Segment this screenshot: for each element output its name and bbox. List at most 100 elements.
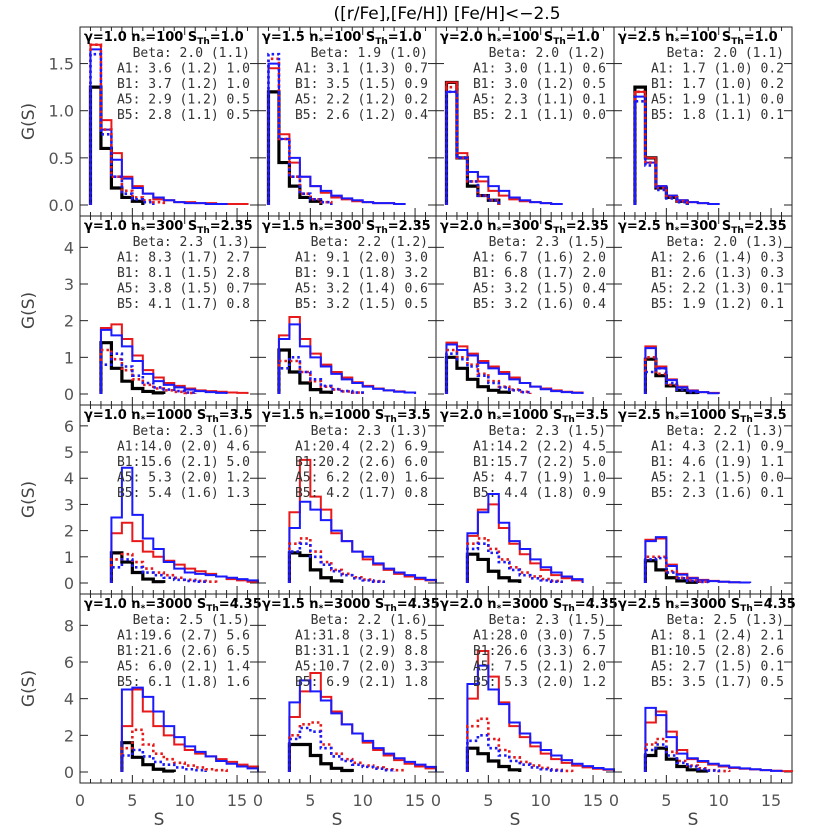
x-tick-label: 15 — [405, 791, 425, 810]
series-black-line — [465, 552, 522, 583]
series-red-dot-line — [644, 356, 700, 394]
series-black-line — [99, 341, 166, 395]
y-axis-label: G(S) — [19, 670, 39, 707]
panel-header: γ=2.5 n*=100 STh=1.0 — [618, 30, 778, 47]
x-tick-label: 15 — [227, 791, 247, 810]
series-blue-line — [466, 664, 615, 772]
series-black-line — [287, 742, 354, 773]
panel-header: γ=2.5 n*=3000 STh=4.35 — [618, 597, 796, 614]
series-red-dot-line — [288, 537, 385, 583]
stat-annotation: A1: 8.1 (2.4) 2.1 — [651, 629, 784, 644]
series-blue-dot-line — [466, 542, 563, 583]
panel-header: γ=2.5 n*=1000 STh=3.5 — [618, 408, 787, 425]
stat-annotation: A1:28.0 (3.0) 7.5 — [473, 629, 606, 644]
stat-annotation: A1: 3.6 (1.2) 1.0 — [117, 62, 250, 77]
stat-annotation: B5: 6.9 (2.1) 1.8 — [295, 675, 428, 690]
y-tick-label: 1 — [64, 348, 74, 367]
y-tick-label: 1 — [64, 548, 74, 567]
y-tick-label: 0 — [64, 385, 74, 404]
series-red-dot-line — [110, 552, 218, 583]
stat-annotation: A1: 6.7 (1.6) 2.0 — [473, 251, 606, 266]
stat-annotation: A1: 2.6 (1.4) 0.3 — [651, 251, 784, 266]
stat-annotation: B5: 2.8 (1.1) 0.5 — [117, 108, 250, 123]
stat-annotation: Beta: 2.5 (1.3) — [667, 613, 784, 628]
stat-annotation: B5: 3.2 (1.5) 0.5 — [295, 297, 428, 312]
series-red-dot-line — [89, 43, 166, 205]
x-axis-label: S — [154, 810, 165, 830]
series-black-line — [88, 85, 145, 205]
stat-annotation: B5: 3.2 (1.6) 0.4 — [473, 297, 606, 312]
stat-annotation: B1: 2.6 (1.3) 0.3 — [651, 266, 784, 281]
stat-annotation: B5: 2.6 (1.2) 0.4 — [295, 108, 428, 123]
y-tick-label: 4 — [64, 690, 74, 709]
stat-annotation: A1:19.6 (2.7) 5.6 — [117, 629, 250, 644]
stat-annotation: A5:10.7 (2.0) 3.3 — [295, 660, 428, 675]
x-tick-label: 10 — [175, 791, 195, 810]
series-black-line — [643, 357, 700, 395]
stat-annotation: A1:31.8 (3.1) 8.5 — [295, 629, 428, 644]
stat-annotation: A5: 2.1 (1.5) 0.0 — [651, 471, 784, 486]
stat-annotation: A1: 1.7 (1.0) 0.2 — [651, 62, 784, 77]
stat-annotation: B5: 4.4 (1.8) 0.9 — [473, 486, 606, 501]
stat-annotation: A5: 1.9 (1.1) 0.0 — [651, 93, 784, 108]
stat-annotation: A1:14.2 (2.2) 4.5 — [473, 440, 606, 455]
panel-header: γ=1.5 n*=300 STh=2.35 — [262, 219, 431, 236]
y-axis-label: G(S) — [19, 103, 39, 140]
y-tick-label: 3 — [64, 275, 74, 294]
series-red-dot-line — [445, 85, 501, 205]
stat-annotation: A5: 5.3 (2.0) 1.2 — [117, 471, 250, 486]
stat-annotation: A5: 2.2 (1.3) 0.1 — [651, 282, 784, 297]
y-tick-label: 1.0 — [49, 102, 74, 121]
x-tick-label: 10 — [531, 791, 551, 810]
x-tick-label: 5 — [127, 791, 137, 810]
stat-annotation: B1: 3.7 (1.2) 1.0 — [117, 77, 250, 92]
panel-header: γ=2.0 n*=1000 STh=3.5 — [440, 408, 609, 425]
stat-annotation: B1:20.2 (2.6) 6.0 — [295, 455, 428, 470]
stat-annotation: A1:20.4 (2.2) 6.9 — [295, 440, 428, 455]
stat-annotation: Beta: 2.2 (1.6) — [311, 613, 428, 628]
series-red-dot-line — [267, 57, 333, 205]
panel-header: γ=1.0 n*=100 STh=1.0 — [84, 30, 244, 47]
x-tick-label: 15 — [761, 791, 781, 810]
y-tick-label: 4 — [64, 469, 74, 488]
x-tick-label: 10 — [709, 791, 729, 810]
series-red-dot-line — [120, 728, 228, 772]
series-blue-dot-line — [445, 90, 501, 205]
series-blue-dot-line — [110, 558, 207, 583]
series-blue-dot-line — [644, 743, 721, 772]
stat-annotation: B5: 1.8 (1.1) 0.1 — [651, 108, 784, 123]
series-blue-line — [99, 328, 228, 394]
figure-title: ([r/Fe],[Fe/H]) [Fe/H]<−2.5 — [333, 4, 560, 24]
y-tick-label: 0 — [64, 763, 74, 782]
stat-annotation: A5: 6.0 (2.1) 1.4 — [117, 660, 250, 675]
stat-annotation: Beta: 2.3 (1.5) — [489, 613, 606, 628]
series-red-dot-line — [288, 721, 406, 772]
series-blue-line — [277, 323, 417, 394]
series-black-line — [109, 551, 166, 584]
series-red-dot-line — [277, 359, 365, 394]
stat-annotation: B5: 4.1 (1.7) 0.8 — [117, 297, 250, 312]
series-blue-dot-line — [288, 726, 396, 772]
series-blue-line — [644, 536, 752, 584]
panel-header: γ=2.5 n*=300 STh=2.35 — [618, 219, 787, 236]
series-red-dot-line — [644, 555, 710, 583]
stat-annotation: Beta: 2.3 (1.5) — [489, 424, 606, 439]
x-tick-label: 0 — [609, 791, 619, 810]
x-tick-label: 0 — [253, 791, 263, 810]
series-red-dot-line — [466, 537, 563, 583]
stat-annotation: B1:10.5 (2.8) 2.6 — [651, 644, 784, 659]
stat-annotation: B5: 5.4 (1.6) 1.3 — [117, 486, 250, 501]
stat-annotation: B1: 8.1 (1.5) 2.8 — [117, 266, 250, 281]
stat-annotation: A1:14.0 (2.0) 4.6 — [117, 440, 250, 455]
x-tick-label: 5 — [661, 791, 671, 810]
series-black-line — [120, 741, 176, 773]
series-blue-line — [288, 500, 437, 583]
series-black-line — [465, 746, 522, 772]
